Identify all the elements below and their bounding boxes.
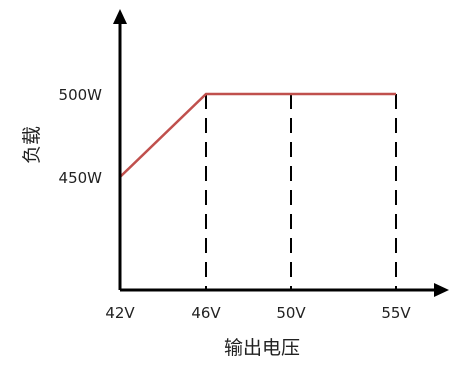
y-axis-arrow: [113, 9, 127, 24]
x-tick-label: 50V: [276, 304, 306, 322]
x-tick-label: 55V: [381, 304, 411, 322]
x-axis-arrow: [434, 283, 449, 297]
y-tick-label: 500W: [59, 86, 103, 104]
x-axis-label: 输出电压: [224, 337, 300, 359]
y-tick-label: 450W: [59, 169, 103, 187]
x-tick-label: 46V: [191, 304, 221, 322]
y-axis-label: 负载: [21, 126, 43, 164]
series-line-0: [119, 92, 396, 178]
x-tick-label: 42V: [105, 304, 135, 322]
